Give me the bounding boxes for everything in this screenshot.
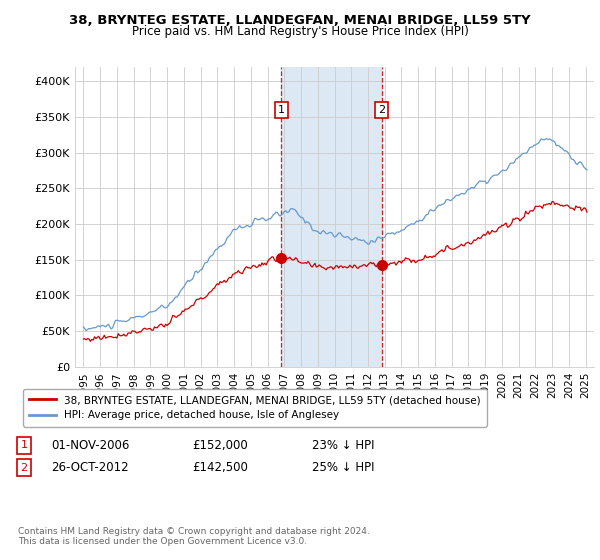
Text: 2: 2 (378, 105, 385, 115)
Text: 1: 1 (20, 440, 28, 450)
Text: £152,000: £152,000 (192, 438, 248, 452)
Legend: 38, BRYNTEG ESTATE, LLANDEGFAN, MENAI BRIDGE, LL59 5TY (detached house), HPI: Av: 38, BRYNTEG ESTATE, LLANDEGFAN, MENAI BR… (23, 389, 487, 427)
Text: 23% ↓ HPI: 23% ↓ HPI (312, 438, 374, 452)
Text: 25% ↓ HPI: 25% ↓ HPI (312, 461, 374, 474)
Text: 26-OCT-2012: 26-OCT-2012 (51, 461, 128, 474)
Text: Price paid vs. HM Land Registry's House Price Index (HPI): Price paid vs. HM Land Registry's House … (131, 25, 469, 38)
Text: 2: 2 (20, 463, 28, 473)
Text: 01-NOV-2006: 01-NOV-2006 (51, 438, 130, 452)
Text: 1: 1 (278, 105, 285, 115)
Text: £142,500: £142,500 (192, 461, 248, 474)
Text: Contains HM Land Registry data © Crown copyright and database right 2024.
This d: Contains HM Land Registry data © Crown c… (18, 526, 370, 546)
Bar (281, 67, 382, 367)
Text: 38, BRYNTEG ESTATE, LLANDEGFAN, MENAI BRIDGE, LL59 5TY: 38, BRYNTEG ESTATE, LLANDEGFAN, MENAI BR… (69, 14, 531, 27)
